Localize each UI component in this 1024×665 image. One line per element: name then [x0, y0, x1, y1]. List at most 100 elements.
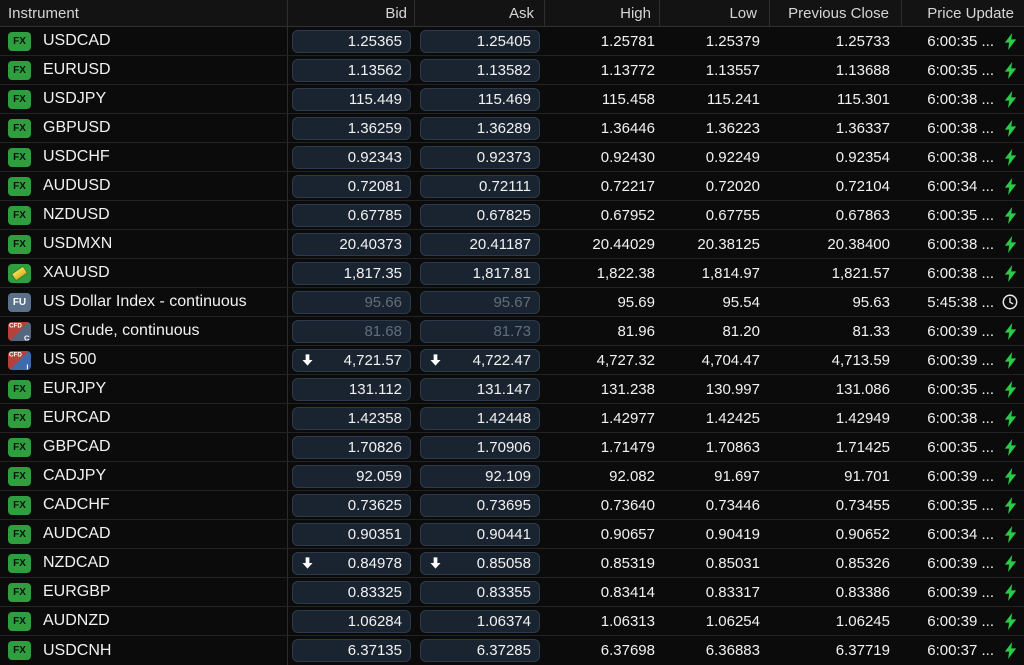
ask-quote-button[interactable]: 4,722.47: [420, 348, 540, 372]
column-header-high[interactable]: High: [545, 0, 660, 27]
price-update-time: 6:00:38 ...: [927, 235, 994, 253]
fx-badge-icon: FX: [8, 118, 31, 138]
instrument-row[interactable]: FX NZDUSD 0.67785 0.67825 0.67952 0.6775…: [0, 201, 1024, 230]
ask-quote-button[interactable]: 1.25405: [420, 29, 540, 53]
bid-quote-button[interactable]: 1.70826: [292, 435, 411, 459]
instrument-row[interactable]: FX AUDUSD 0.72081 0.72111 0.72217 0.7202…: [0, 172, 1024, 201]
high-value: 0.73640: [600, 496, 655, 514]
ask-quote-button[interactable]: 1.36289: [420, 116, 540, 140]
bid-cell: 1.70826: [288, 433, 415, 461]
instrument-row[interactable]: FX USDMXN 20.40373 20.41187 20.44029 20.…: [0, 230, 1024, 259]
low-value: 130.997: [705, 380, 760, 398]
ask-quote-button[interactable]: 131.147: [420, 377, 540, 401]
bid-quote-button[interactable]: 131.112: [292, 377, 411, 401]
instrument-row[interactable]: FX EURUSD 1.13562 1.13582 1.13772 1.1355…: [0, 56, 1024, 85]
quote-table-body: FX USDCAD 1.25365 1.25405 1.25781 1.2537…: [0, 27, 1024, 665]
column-header-price-update[interactable]: Price Update: [927, 5, 1014, 22]
bid-cell: 0.90351: [288, 520, 415, 548]
instrument-row[interactable]: FX CADCHF 0.73625 0.73695 0.73640 0.7344…: [0, 491, 1024, 520]
fx-badge-icon: FX: [8, 611, 31, 631]
high-value: 95.69: [617, 293, 655, 311]
ask-quote-button[interactable]: 1.06374: [420, 609, 540, 633]
column-header-low[interactable]: Low: [660, 0, 770, 27]
instrument-row[interactable]: FX CADJPY 92.059 92.109 92.082 91.697 91…: [0, 462, 1024, 491]
instrument-row[interactable]: FX AUDCAD 0.90351 0.90441 0.90657 0.9041…: [0, 520, 1024, 549]
instrument-row[interactable]: FU US Dollar Index - continuous 95.66 95…: [0, 288, 1024, 317]
instrument-row[interactable]: FX USDCHF 0.92343 0.92373 0.92430 0.9224…: [0, 143, 1024, 172]
ask-quote-button[interactable]: 20.41187: [420, 232, 540, 256]
ask-quote-button[interactable]: 1.70906: [420, 435, 540, 459]
bid-quote-button[interactable]: 0.72081: [292, 174, 411, 198]
ask-value: 1.13582: [476, 61, 531, 79]
instrument-row[interactable]: FX GBPUSD 1.36259 1.36289 1.36446 1.3622…: [0, 114, 1024, 143]
bid-quote-button[interactable]: 1.42358: [292, 406, 411, 430]
bid-quote-button[interactable]: 6.37135: [292, 639, 411, 662]
previous-close-value: 115.301: [836, 90, 890, 108]
bid-quote-button[interactable]: 1,817.35: [292, 261, 411, 285]
bid-quote-button[interactable]: 20.40373: [292, 232, 411, 256]
ask-quote-button[interactable]: 6.37285: [420, 639, 540, 662]
ask-quote-button[interactable]: 1.42448: [420, 406, 540, 430]
bid-quote-button[interactable]: 1.25365: [292, 29, 411, 53]
instrument-name: US Crude, continuous: [43, 322, 200, 339]
ask-quote-button[interactable]: 115.469: [420, 87, 540, 111]
previous-close-value: 0.85326: [835, 554, 890, 572]
column-header-previous-close[interactable]: Previous Close: [770, 0, 902, 27]
fx-badge-icon: FX: [8, 379, 31, 399]
bid-quote-button[interactable]: 0.73625: [292, 493, 411, 517]
column-header-instrument[interactable]: Instrument: [0, 0, 288, 27]
instrument-row[interactable]: FX USDCNH 6.37135 6.37285 6.37698 6.3688…: [0, 636, 1024, 665]
ask-quote-button[interactable]: 92.109: [420, 464, 540, 488]
bid-quote-button[interactable]: 0.90351: [292, 522, 411, 546]
lightning-bolt-icon: [1001, 148, 1019, 166]
column-header-ask[interactable]: Ask: [415, 0, 545, 27]
ask-quote-button[interactable]: 0.92373: [420, 145, 540, 169]
price-update-cell: 6:00:35 ...: [902, 375, 1024, 403]
bid-quote-button[interactable]: 0.84978: [292, 551, 411, 575]
ask-quote-button[interactable]: 0.72111: [420, 174, 540, 198]
ask-quote-button[interactable]: 0.85058: [420, 551, 540, 575]
bid-quote-button[interactable]: 4,721.57: [292, 348, 411, 372]
instrument-row[interactable]: FX NZDCAD 0.84978 0.85058 0.85319 0.8503…: [0, 549, 1024, 578]
ask-quote-button[interactable]: 1.13582: [420, 58, 540, 82]
cfd-badge-icon: CFD C: [8, 321, 31, 341]
ask-cell: 0.85058: [415, 549, 545, 577]
ask-quote-button[interactable]: 1,817.81: [420, 261, 540, 285]
ask-cell: 81.73: [415, 317, 545, 345]
bid-quote-button[interactable]: 92.059: [292, 464, 411, 488]
bid-cell: 0.72081: [288, 172, 415, 200]
instrument-row[interactable]: FX USDJPY 115.449 115.469 115.458 115.24…: [0, 85, 1024, 114]
instrument-row[interactable]: XAUUSD 1,817.35 1,817.81 1,822.38 1,814.…: [0, 259, 1024, 288]
lightning-bolt-icon: [1001, 554, 1019, 572]
instrument-cell: FX USDCAD: [0, 27, 288, 55]
bid-quote-button[interactable]: 1.36259: [292, 116, 411, 140]
bid-quote-button[interactable]: 81.68: [292, 319, 411, 343]
instrument-row[interactable]: FX GBPCAD 1.70826 1.70906 1.71479 1.7086…: [0, 433, 1024, 462]
ask-quote-button[interactable]: 95.67: [420, 290, 540, 314]
price-update-cell: 6:00:35 ...: [902, 56, 1024, 84]
instrument-row[interactable]: FX EURGBP 0.83325 0.83355 0.83414 0.8331…: [0, 578, 1024, 607]
bid-quote-button[interactable]: 115.449: [292, 87, 411, 111]
instrument-cell: FX CADJPY: [0, 462, 288, 490]
price-update-cell: 6:00:34 ...: [902, 520, 1024, 548]
bid-quote-button[interactable]: 0.92343: [292, 145, 411, 169]
instrument-row[interactable]: CFD I US 500 4,721.57 4,722.47 4,727.32 4…: [0, 346, 1024, 375]
bid-quote-button[interactable]: 95.66: [292, 290, 411, 314]
ask-quote-button[interactable]: 0.90441: [420, 522, 540, 546]
instrument-row[interactable]: FX EURCAD 1.42358 1.42448 1.42977 1.4242…: [0, 404, 1024, 433]
lightning-bolt-icon: [1001, 438, 1019, 456]
ask-quote-button[interactable]: 0.83355: [420, 580, 540, 604]
instrument-row[interactable]: FX USDCAD 1.25365 1.25405 1.25781 1.2537…: [0, 27, 1024, 56]
column-header-bid[interactable]: Bid: [288, 0, 415, 27]
bid-quote-button[interactable]: 0.83325: [292, 580, 411, 604]
ask-quote-button[interactable]: 81.73: [420, 319, 540, 343]
ask-quote-button[interactable]: 0.73695: [420, 493, 540, 517]
bid-quote-button[interactable]: 1.06284: [292, 609, 411, 633]
instrument-row[interactable]: FX EURJPY 131.112 131.147 131.238 130.99…: [0, 375, 1024, 404]
ask-value: 115.469: [477, 90, 531, 108]
instrument-row[interactable]: FX AUDNZD 1.06284 1.06374 1.06313 1.0625…: [0, 607, 1024, 636]
instrument-row[interactable]: CFD C US Crude, continuous 81.68 81.73 81…: [0, 317, 1024, 346]
bid-quote-button[interactable]: 0.67785: [292, 203, 411, 227]
bid-quote-button[interactable]: 1.13562: [292, 58, 411, 82]
ask-quote-button[interactable]: 0.67825: [420, 203, 540, 227]
